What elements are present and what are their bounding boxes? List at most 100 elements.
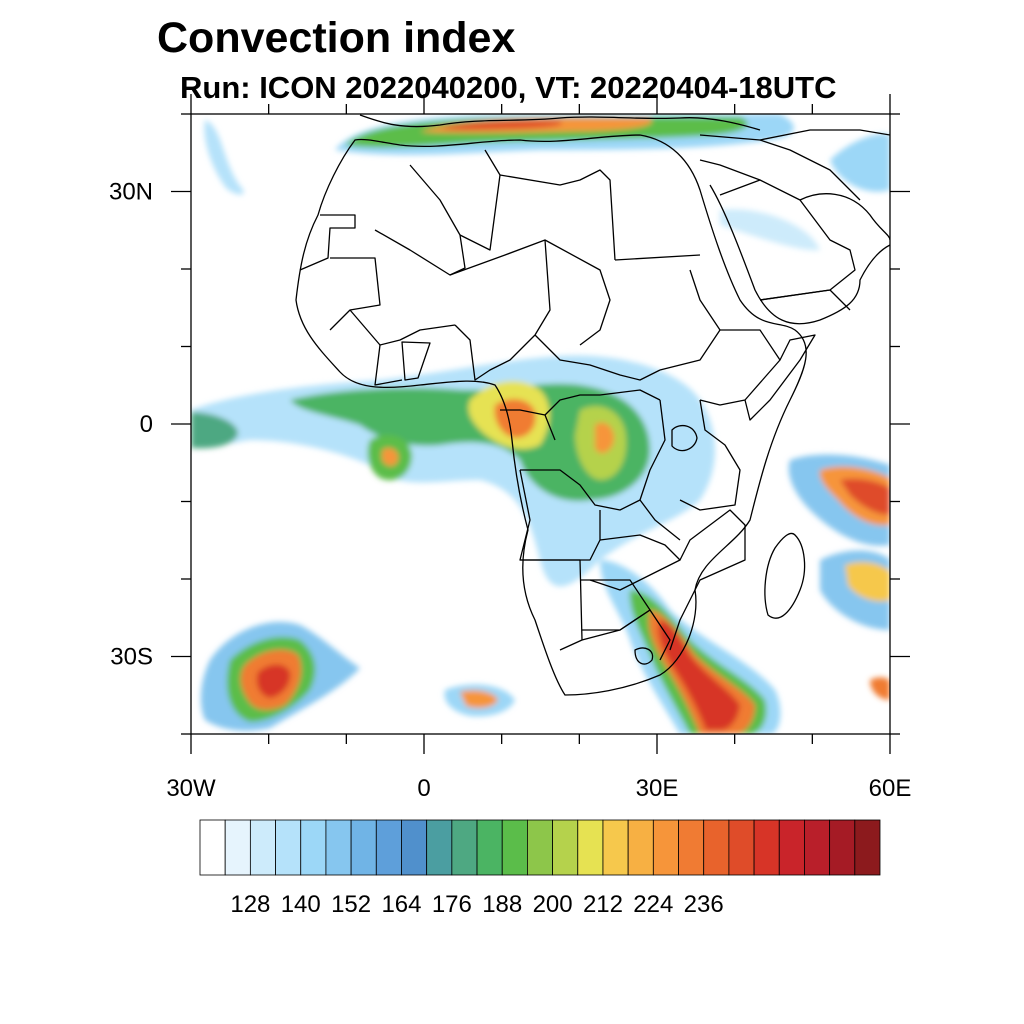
colorbar-label: 140 [281, 891, 321, 918]
lat-tick-label: 30S [110, 644, 153, 671]
border-cote-ivoire [374, 344, 403, 386]
field-gulf-guinea-hot [494, 399, 536, 438]
colorbar-swatch-22 [753, 819, 780, 876]
border-ghana [401, 341, 431, 381]
border-iraq-iran [759, 139, 861, 201]
africa-coastline [295, 134, 807, 696]
colorbar-swatch-20 [703, 819, 730, 876]
border-libya-egypt [499, 169, 616, 261]
field-nw-atlantic [204, 120, 244, 195]
colorbar-label: 200 [533, 891, 573, 918]
colorbar-swatch-21 [728, 819, 755, 876]
border-lesotho [634, 647, 654, 665]
axis-tick-labels: 30N 0 30S 30W 0 30E 60E [109, 179, 911, 803]
colorbar-label: 188 [482, 891, 522, 918]
field-indian-ocean-south [870, 677, 890, 700]
colorbar-labels: 128 140 152 164 176 188 200 212 224 236 [230, 891, 723, 918]
field-arabia [720, 209, 820, 251]
border-yemen-oman [759, 289, 851, 311]
coast-south-europe [359, 114, 761, 131]
lat-tick-label: 0 [140, 411, 153, 438]
colorbar-swatch-0 [199, 819, 226, 876]
colorbar-label: 224 [633, 891, 673, 918]
colorbar-swatch-4 [300, 819, 327, 876]
border-cameroon-gabon [500, 409, 556, 441]
colorbar-swatch-11 [476, 819, 503, 876]
lon-tick-label: 0 [417, 775, 430, 802]
colorbar-swatch-17 [627, 819, 654, 876]
axis-ticks [171, 94, 910, 754]
border-car [534, 334, 661, 381]
colorbar-swatch-23 [778, 819, 805, 876]
field-south-atlantic-mid-hot [460, 690, 498, 708]
colorbar-swatch-3 [275, 819, 302, 876]
colorbar-swatch-12 [501, 819, 528, 876]
border-somalia [744, 334, 816, 421]
border-namibia [520, 559, 583, 651]
colorbar-swatch-19 [678, 819, 705, 876]
colorbar-swatch-16 [602, 819, 629, 876]
field-atlantic-blob-hot [382, 448, 399, 466]
border-sudan-egypt [614, 254, 701, 261]
colorbar-swatch-18 [652, 819, 679, 876]
colorbar-swatch-14 [552, 819, 579, 876]
border-mozambique [669, 509, 746, 651]
colorbar-swatch-9 [426, 819, 453, 876]
field-indian-ocean-se-hot [845, 562, 890, 602]
lon-tick-label: 30W [166, 775, 216, 802]
border-west-africa-1 [349, 309, 456, 346]
border-algeria-mali [374, 164, 466, 276]
colorbar-swatch-1 [224, 819, 251, 876]
border-niger-chad [449, 239, 551, 336]
field-se-africa-peak [658, 620, 740, 730]
field-south-atlantic-peak [256, 664, 291, 698]
field-north-band-peak [440, 120, 562, 130]
colorbar-swatch-13 [527, 819, 553, 876]
colorbar-swatch-26 [854, 819, 881, 876]
colorbar [199, 819, 881, 876]
colorbar-label: 128 [230, 891, 270, 918]
border-south-africa [581, 609, 671, 661]
colorbar-swatch-8 [401, 819, 428, 876]
field-iran [830, 133, 890, 192]
border-drc-east [639, 399, 681, 541]
border-drc-south [520, 469, 641, 511]
lon-tick-label: 60E [869, 775, 912, 802]
border-ethiopia [659, 329, 781, 406]
colorbar-swatch-25 [829, 819, 856, 876]
colorbar-swatch-15 [577, 819, 604, 876]
colorbar-label: 236 [684, 891, 724, 918]
lake-victoria [671, 424, 698, 452]
field-equatorial-green [290, 383, 650, 501]
border-turkey [699, 129, 890, 141]
country-borders [295, 114, 890, 696]
field-indian-ocean-ne-peak [840, 478, 890, 515]
lon-tick-label: 30E [636, 775, 679, 802]
border-levant [699, 159, 761, 181]
border-nigeria [454, 324, 536, 381]
colorbar-swatch-2 [249, 819, 276, 876]
field-west-edge [191, 412, 238, 449]
colorbar-label: 176 [432, 891, 472, 918]
border-kenya-tanzania [679, 399, 741, 511]
border-algeria-libya [459, 149, 501, 251]
madagascar-coast [764, 532, 806, 619]
lat-tick-label: 30N [109, 179, 153, 206]
coast-persian-gulf [799, 193, 890, 241]
colorbar-swatch-6 [350, 819, 377, 876]
map-subtitle: Run: ICON 2022040200, VT: 20220404-18UTC [180, 70, 837, 105]
colorbar-swatch-10 [451, 819, 478, 876]
border-eritrea-sudan [689, 269, 721, 331]
map-title: Convection index [157, 14, 516, 62]
coast-red-sea-arabia [709, 184, 890, 325]
border-saudi [719, 179, 856, 301]
colorbar-label: 164 [381, 891, 421, 918]
colorbar-label: 152 [331, 891, 371, 918]
border-chad-sudan [544, 239, 611, 346]
convection-field [191, 114, 890, 734]
field-congo-hot [595, 422, 615, 454]
colorbar-swatch-5 [325, 819, 352, 876]
colorbar-swatch-24 [804, 819, 831, 876]
colorbar-label: 212 [583, 891, 623, 918]
